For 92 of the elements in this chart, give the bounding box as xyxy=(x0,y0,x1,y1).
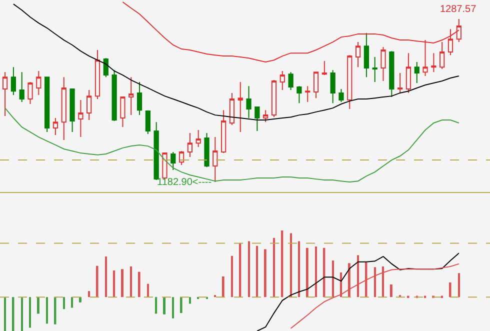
annotation: 1287.57 xyxy=(440,4,477,15)
bar xyxy=(163,297,166,314)
candlestick xyxy=(196,130,201,148)
bar xyxy=(130,266,132,298)
candlestick xyxy=(221,110,226,154)
candlestick xyxy=(154,122,159,180)
candlestick xyxy=(389,50,394,98)
candlestick xyxy=(355,42,361,68)
bar xyxy=(121,269,124,298)
candlestick xyxy=(246,86,252,119)
bar xyxy=(21,297,23,331)
candlestick xyxy=(78,99,84,138)
bar xyxy=(449,282,452,298)
candlestick xyxy=(120,96,126,128)
candlestick xyxy=(52,118,58,136)
candlestick xyxy=(70,88,75,133)
candlestick xyxy=(347,54,352,110)
bar xyxy=(382,266,384,298)
bar xyxy=(63,297,65,310)
bar xyxy=(374,267,376,298)
bar xyxy=(180,297,182,314)
bar xyxy=(155,297,158,314)
bar xyxy=(46,297,48,324)
bar xyxy=(79,297,82,302)
candlestick xyxy=(136,82,142,116)
bar xyxy=(172,297,174,318)
bar xyxy=(138,272,140,298)
bar xyxy=(222,276,224,298)
bar xyxy=(256,246,258,298)
candlestick xyxy=(254,106,260,132)
bar xyxy=(189,297,191,304)
bar xyxy=(298,241,300,298)
candlestick xyxy=(103,58,108,78)
bar xyxy=(290,233,292,298)
bar xyxy=(306,248,308,298)
candlestick xyxy=(178,150,184,166)
bar xyxy=(105,256,107,298)
bar xyxy=(29,297,32,328)
bar xyxy=(281,230,284,298)
candlestick xyxy=(414,61,420,84)
candlestick xyxy=(431,52,436,73)
candlestick xyxy=(128,76,134,116)
candlestick xyxy=(28,82,33,105)
candlestick xyxy=(398,72,403,94)
candlestick xyxy=(296,86,302,104)
candlestick xyxy=(19,72,24,102)
candlestick xyxy=(305,86,310,102)
bar xyxy=(113,270,116,298)
bar xyxy=(12,297,14,331)
candlestick xyxy=(448,28,454,56)
candlestick xyxy=(204,132,210,168)
bar xyxy=(315,246,317,298)
bar xyxy=(71,297,74,308)
bar xyxy=(248,241,250,298)
bar xyxy=(4,297,6,331)
candlestick xyxy=(322,60,327,76)
candlestick xyxy=(44,76,50,133)
candlestick xyxy=(10,66,16,96)
candlestick xyxy=(330,70,336,104)
candlestick xyxy=(170,151,176,171)
bar xyxy=(264,249,266,298)
bar xyxy=(96,266,98,298)
bar xyxy=(458,273,460,298)
bar xyxy=(340,272,342,298)
candlestick xyxy=(212,136,218,183)
candlestick xyxy=(238,82,243,133)
candlestick xyxy=(364,32,370,78)
bar xyxy=(273,238,275,298)
bar xyxy=(239,243,242,298)
annotation: 1182.90<---- xyxy=(157,177,212,188)
candlestick xyxy=(61,76,66,140)
candlestick xyxy=(145,110,150,135)
bar xyxy=(231,256,233,298)
bar xyxy=(390,284,392,298)
candlestick xyxy=(280,70,285,90)
candlestick xyxy=(271,80,277,118)
bar xyxy=(37,297,40,314)
candlestick xyxy=(338,88,344,102)
candlestick xyxy=(372,56,378,83)
candlestick xyxy=(263,110,268,123)
candlestick xyxy=(313,72,319,99)
candlestick xyxy=(380,46,386,82)
bar xyxy=(147,284,149,298)
candlestick xyxy=(36,70,42,96)
candlestick xyxy=(94,49,100,100)
candlestick xyxy=(288,72,294,90)
bar xyxy=(88,291,90,298)
candlestick xyxy=(86,90,92,121)
candlestick xyxy=(112,70,117,122)
candlestick xyxy=(229,92,235,126)
candlestick xyxy=(406,52,412,94)
candlestick xyxy=(187,132,193,158)
